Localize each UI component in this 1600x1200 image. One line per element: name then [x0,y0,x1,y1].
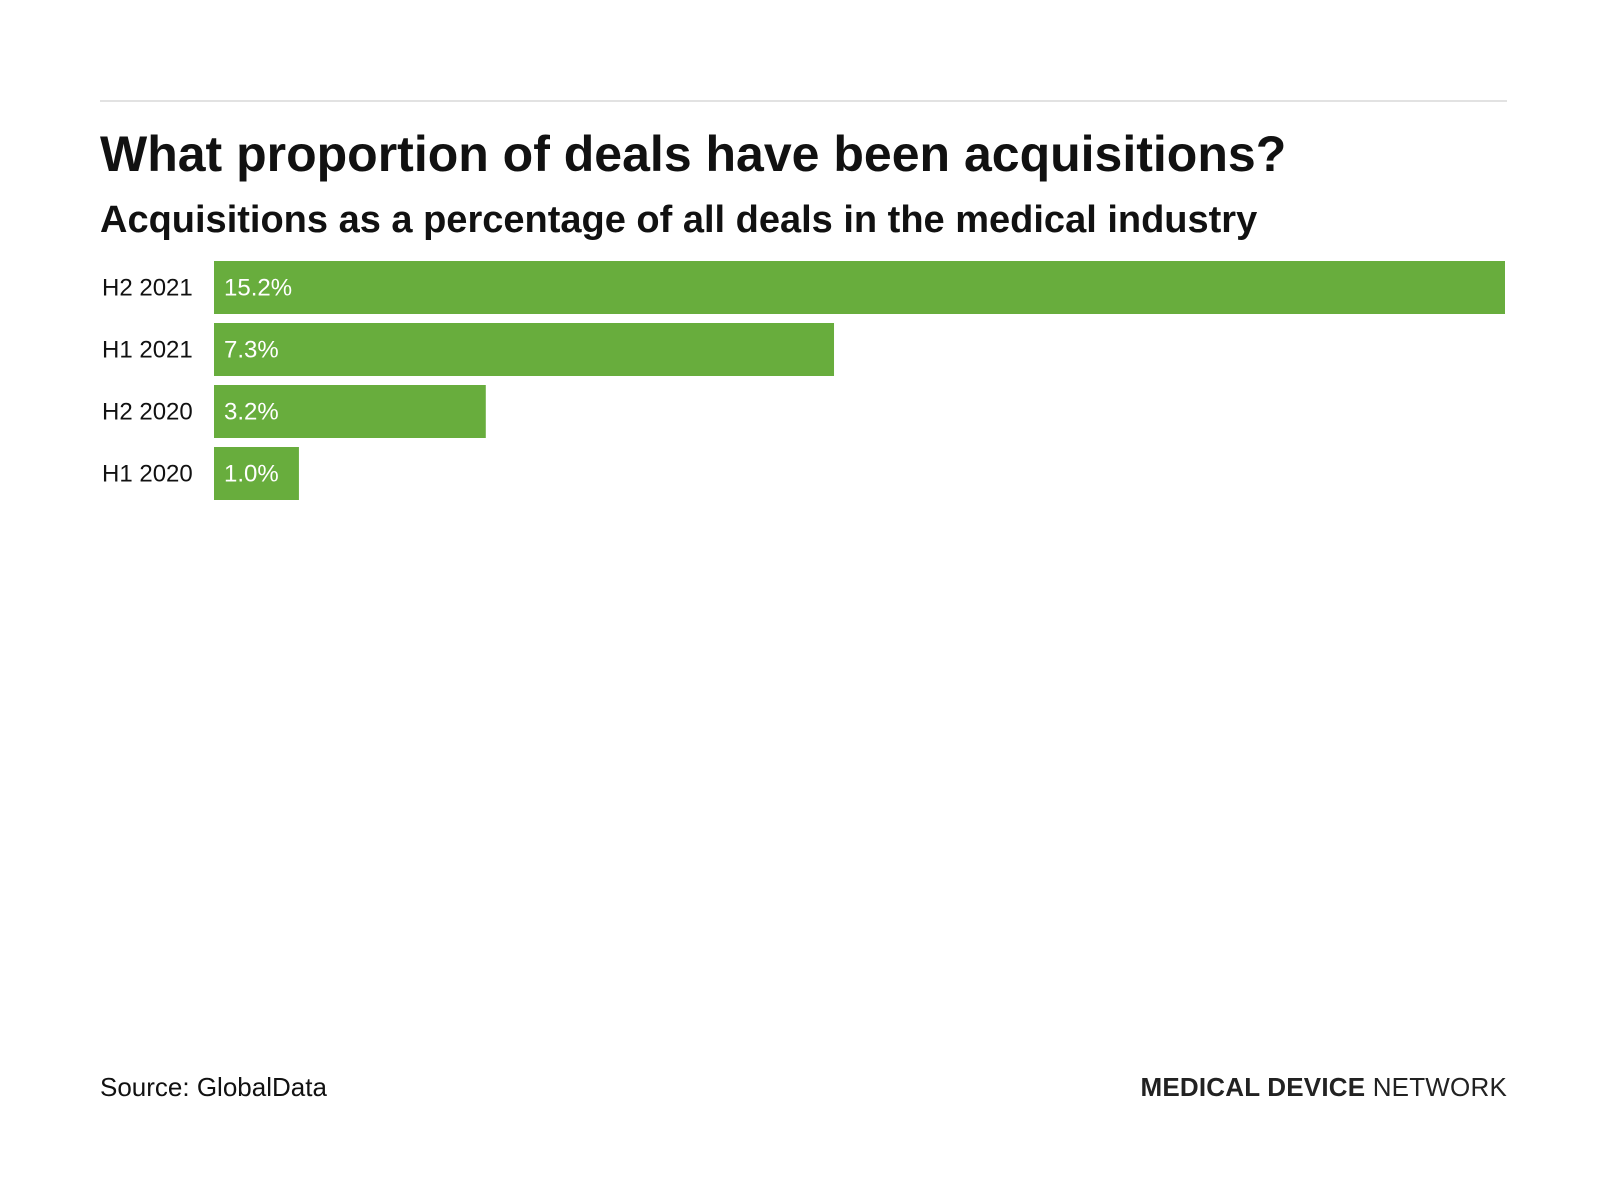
chart-title: What proportion of deals have been acqui… [100,126,1287,182]
chart-subtitle: Acquisitions as a percentage of all deal… [100,199,1258,241]
source-note: Source: GlobalData [100,1072,327,1102]
bar-h1-2020 [214,447,299,500]
brand-logo-bold: MEDICAL DEVICE [1140,1072,1373,1102]
bar-h2-2021 [214,261,1505,314]
brand-logo-light: NETWORK [1372,1072,1507,1102]
bar-h1-2021 [214,323,835,376]
category-label: H2 2020 [102,399,193,426]
value-label: 3.2% [224,399,279,426]
value-label: 7.3% [224,337,279,364]
value-label: 15.2% [224,275,292,302]
top-divider [100,100,1507,102]
category-label: H1 2021 [102,337,193,364]
value-label: 1.0% [224,461,279,488]
category-label: H2 2021 [102,275,193,302]
bar-h2-2020 [214,385,486,438]
category-label: H1 2020 [102,461,193,488]
brand-logo: MEDICAL DEVICE NETWORK [1140,1070,1507,1104]
